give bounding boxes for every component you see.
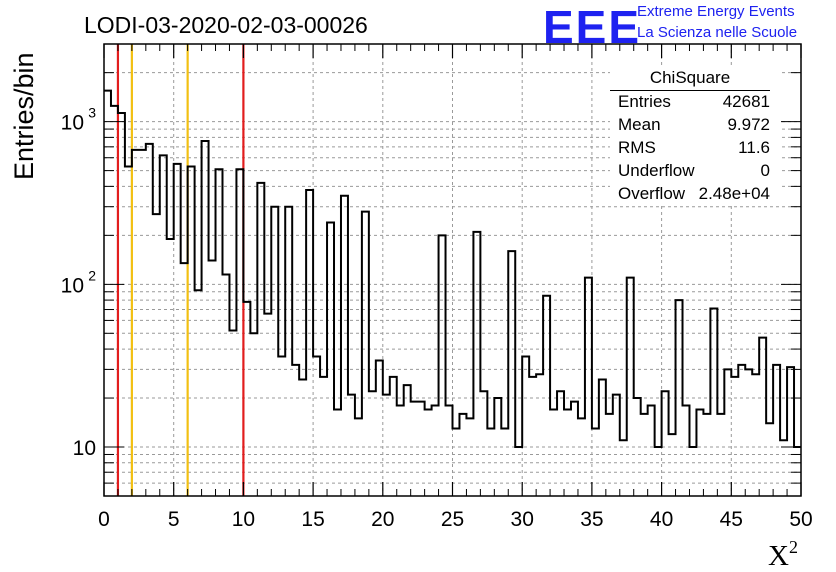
x-tick-label: 25 [441,508,464,531]
x-tick-label: 10 [232,508,255,531]
x-axis-label-superscript: 2 [789,537,798,557]
stats-key: Overflow [618,184,686,203]
x-tick-label: 45 [720,508,743,531]
stats-title: ChiSquare [610,68,770,91]
stats-row-rms: RMS 11.6 [610,137,780,160]
eee-logo: EEE [543,1,642,53]
x-tick-label: 20 [371,508,394,531]
x-tick-label: 15 [301,508,324,531]
stats-key: Underflow [618,161,695,180]
stats-row-underflow: Underflow 0 [610,160,780,183]
stats-value: 0 [760,161,770,180]
x-tick-label: 30 [511,508,534,531]
y-tick-label-exponent: 2 [88,267,96,283]
stats-value: 9.972 [727,115,770,134]
stats-value: 42681 [722,92,770,111]
x-axis-label: X2 [768,537,798,572]
chart-title: LODI-03-2020-02-03-00026 [84,12,368,38]
y-tick-label-exponent: 3 [88,105,96,121]
y-tick-label: 10 [73,437,96,460]
threshold-lines [116,44,245,496]
logo-caption-line2: La Scienza nelle Scuole [637,24,798,41]
x-axis-label-symbol: X [768,540,789,572]
histogram-steps [104,89,801,449]
y-axis-label: Entries/bin [9,52,39,180]
stats-box: ChiSquare Entries 42681 Mean 9.972 RMS 1… [610,68,780,206]
stats-row-mean: Mean 9.972 [610,114,780,137]
stats-value: 2.48e+04 [698,184,770,203]
stats-row-overflow: Overflow 2.48e+04 [610,183,780,206]
x-axis-ticks: 0 5 10 15 20 25 30 35 40 45 50 [98,44,813,531]
x-tick-label: 35 [580,508,603,531]
x-tick-label: 50 [789,508,812,531]
x-tick-label: 5 [168,508,180,531]
logo-caption-line1: Extreme Energy Events [637,3,795,20]
y-tick-label: 10 [61,112,84,135]
y-tick-label: 10 [61,274,84,297]
grid-lines [104,44,801,496]
stats-value: 11.6 [738,138,770,157]
stats-key: RMS [618,138,656,157]
x-tick-label: 0 [98,508,110,531]
stats-key: Entries [618,92,671,111]
x-tick-label: 40 [650,508,673,531]
stats-key: Mean [618,115,661,134]
stats-row-entries: Entries 42681 [610,91,780,114]
